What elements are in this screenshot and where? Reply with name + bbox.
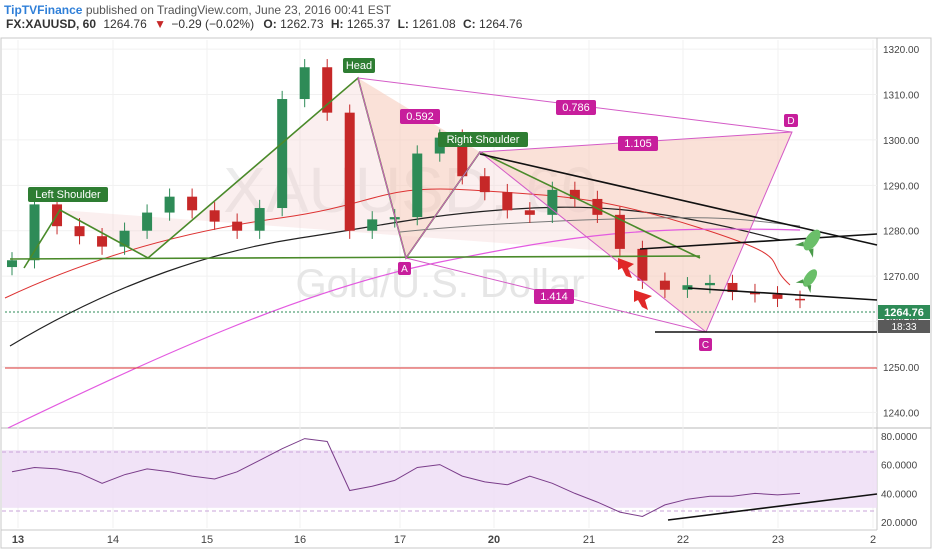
time-tick-label: 13 (12, 534, 24, 546)
rocket-icon[interactable] (795, 224, 828, 258)
current-price-badge: 1264.76 (878, 305, 930, 319)
candle-body (97, 236, 107, 246)
rsi-band (2, 450, 877, 508)
change-value: −0.29 (−0.02%) (171, 17, 254, 31)
candle-body (232, 222, 242, 231)
candle-body (525, 210, 535, 215)
candle-body (795, 299, 805, 301)
ratio-label-0592[interactable]: 0.592 (400, 109, 440, 124)
candle-body (120, 231, 130, 247)
label-point-c-text: C (702, 340, 709, 351)
label-head[interactable]: Head (343, 58, 375, 73)
candle-body (165, 197, 175, 213)
change-down-icon: ▼ (154, 17, 166, 31)
time-axis[interactable]: 13 14 15 16 17 20 21 22 23 2 (12, 534, 876, 546)
candle-body (255, 208, 265, 231)
open-value: 1262.73 (280, 17, 324, 31)
time-tick-label: 16 (294, 534, 306, 546)
low-value: 1261.08 (412, 17, 456, 31)
ratio-0592-text: 0.592 (406, 111, 434, 123)
candle-body (142, 213, 152, 231)
label-point-d[interactable]: D (784, 114, 798, 127)
label-right-shoulder-text: Right Shoulder (447, 134, 520, 146)
time-tick-label: 22 (677, 534, 689, 546)
candle-timer-badge: 18:33 (878, 320, 930, 333)
rsi-tick-label: 40.0000 (881, 489, 918, 500)
candle-body (480, 176, 490, 192)
time-tick-label: 23 (772, 534, 784, 546)
candle-body (772, 294, 782, 299)
candle-body (412, 154, 422, 218)
price-tick-label: 1270.00 (883, 272, 920, 283)
candle-body (7, 260, 17, 267)
last-price: 1264.76 (103, 17, 147, 31)
time-tick-label: 2 (870, 534, 876, 546)
rsi-axis[interactable]: 80.0000 60.0000 40.0000 20.0000 (881, 432, 918, 529)
time-tick-label: 21 (583, 534, 595, 546)
close-label: C: (463, 17, 476, 31)
price-tick-label: 1250.00 (883, 363, 920, 374)
ratio-label-1414[interactable]: 1.414 (534, 289, 574, 304)
candle-body (75, 226, 85, 236)
label-point-d-text: D (787, 116, 794, 127)
label-head-text: Head (346, 60, 372, 72)
ratio-1105-text: 1.105 (624, 138, 652, 150)
rsi-tick-label: 80.0000 (881, 432, 918, 443)
rsi-tick-label: 60.0000 (881, 461, 918, 472)
ratio-label-1105[interactable]: 1.105 (618, 136, 658, 151)
rsi-tick-label: 20.0000 (881, 518, 918, 529)
candle-body (300, 67, 310, 99)
price-tick-label: 1300.00 (883, 136, 920, 147)
low-label: L: (398, 17, 409, 31)
price-tick-label: 1310.00 (883, 90, 920, 101)
label-point-a-text: A (401, 264, 408, 275)
label-point-c[interactable]: C (699, 338, 712, 351)
time-tick-label: 15 (201, 534, 213, 546)
candle-body (345, 113, 355, 231)
open-label: O: (263, 17, 276, 31)
ratio-label-0786[interactable]: 0.786 (556, 100, 596, 115)
candle-body (210, 210, 220, 221)
price-tick-label: 1280.00 (883, 227, 920, 238)
price-axis[interactable]: 1320.00 1310.00 1300.00 1290.00 1280.00 1270.… (883, 45, 920, 419)
close-value: 1264.76 (479, 17, 523, 31)
price-tick-label: 1290.00 (883, 181, 920, 192)
label-right-shoulder[interactable]: Right Shoulder (438, 132, 528, 147)
time-tick-label: 14 (107, 534, 119, 546)
high-label: H: (331, 17, 344, 31)
current-price-text: 1264.76 (884, 307, 924, 319)
candle-body (502, 192, 512, 210)
price-tick-label: 1240.00 (883, 408, 920, 419)
label-left-shoulder-text: Left Shoulder (35, 189, 101, 201)
rocket-icon-2[interactable] (796, 265, 823, 293)
sell-arrow-icon-2[interactable] (634, 290, 652, 310)
candle-body (187, 197, 197, 211)
candle-body (367, 219, 377, 230)
high-value: 1265.37 (347, 17, 391, 31)
time-tick-label: 17 (394, 534, 406, 546)
candle-body (660, 281, 670, 290)
ratio-1414-text: 1.414 (540, 291, 568, 303)
candle-body (637, 249, 647, 281)
price-tick-label: 1320.00 (883, 45, 920, 56)
ratio-0786-text: 0.786 (562, 102, 590, 114)
candle-body (277, 99, 287, 208)
candle-body (322, 67, 332, 112)
symbol-name: FX:XAUUSD, 60 (6, 17, 96, 31)
label-point-a[interactable]: A (398, 262, 411, 275)
label-left-shoulder[interactable]: Left Shoulder (28, 187, 108, 202)
symbol-legend: FX:XAUUSD, 60 1264.76 ▼ −0.29 (−0.02%) O… (6, 17, 523, 31)
candle-body (547, 190, 557, 215)
candle-timer-text: 18:33 (891, 322, 916, 333)
time-tick-label: 20 (488, 534, 500, 546)
candle-body (705, 283, 715, 285)
